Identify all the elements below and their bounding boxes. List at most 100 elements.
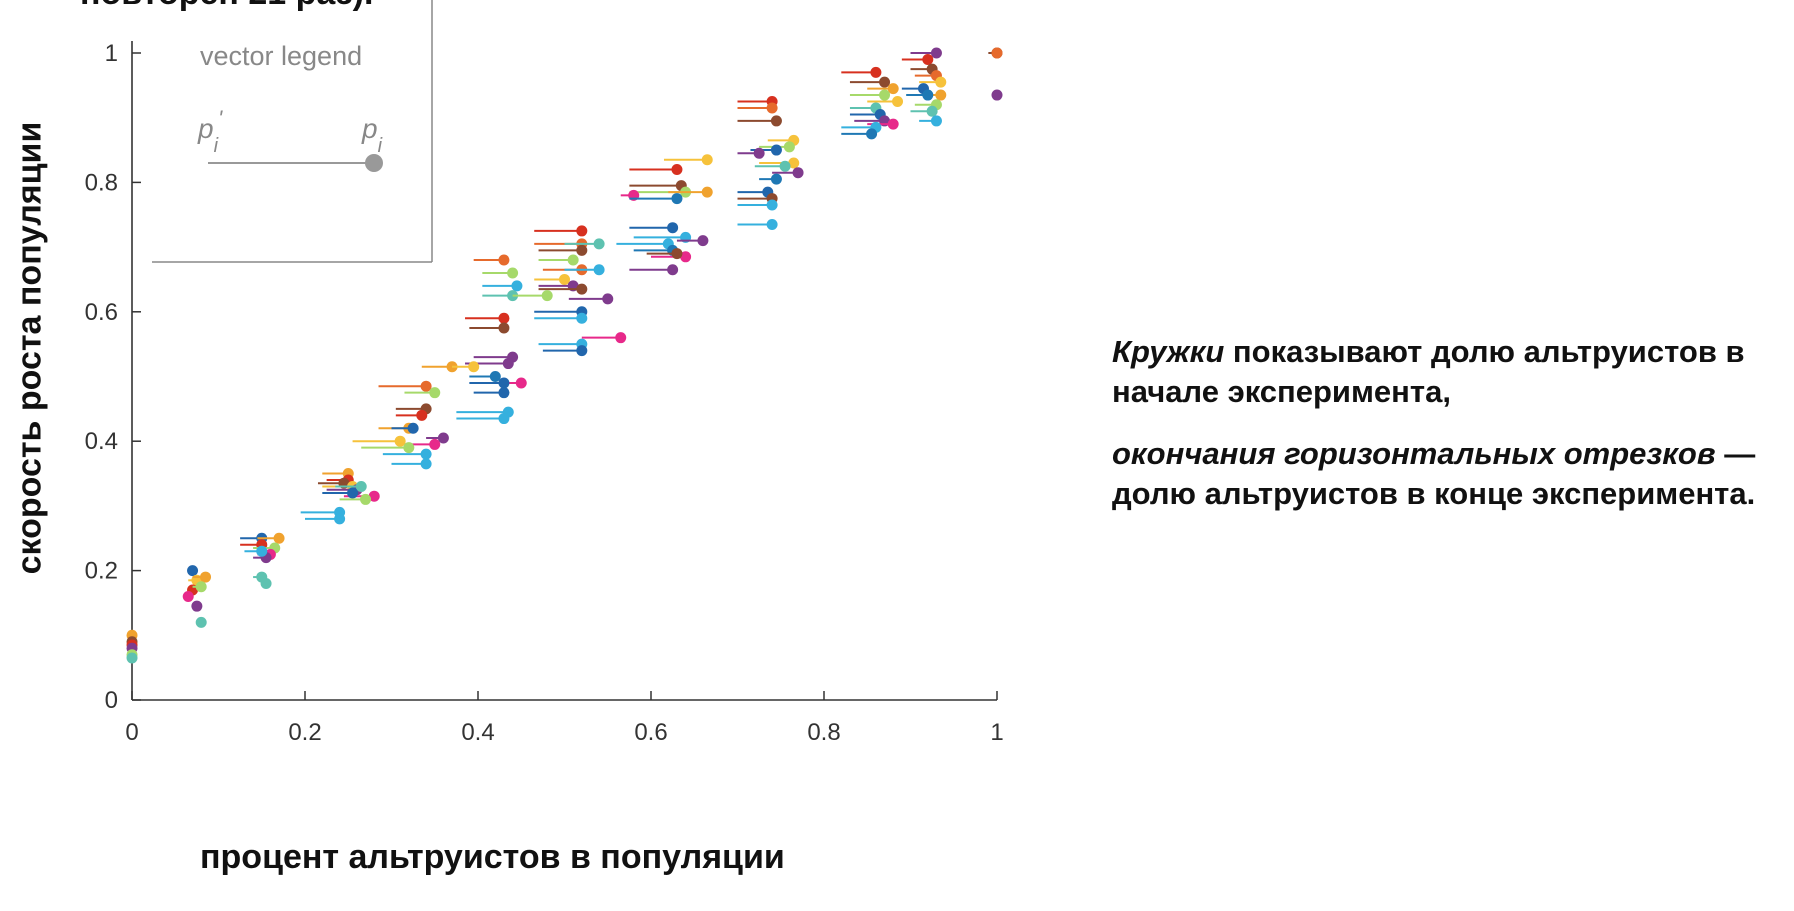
data-point [347, 487, 359, 499]
annotation-1-rest: показывают долю альтруистов в начале экс… [1112, 334, 1745, 409]
data-point [991, 47, 1003, 59]
data-point [200, 571, 212, 583]
data-point [783, 141, 795, 153]
data-point [680, 251, 692, 263]
data-point [126, 652, 138, 664]
y-tick-label: 0.2 [85, 558, 118, 585]
data-point [593, 238, 605, 250]
data-marks [126, 47, 1003, 664]
data-point [394, 435, 406, 447]
legend-start-label: pi ' [197, 106, 223, 157]
data-point [420, 458, 432, 470]
y-tick-label: 0.8 [85, 169, 118, 196]
annotation-1-italic: Кружки [1112, 334, 1225, 369]
data-point [182, 590, 194, 602]
data-point [498, 387, 510, 399]
data-point [926, 105, 938, 117]
data-point [766, 102, 778, 114]
y-tick-label: 0.6 [85, 299, 118, 326]
data-point [922, 89, 934, 101]
legend-start-p: p [197, 113, 214, 144]
data-point [887, 83, 899, 95]
data-point [766, 199, 778, 211]
data-point [701, 186, 713, 198]
y-tick-label: 0 [105, 687, 118, 714]
data-point [935, 76, 947, 88]
scatter-chart: 0 0.2 0.4 0.6 0.8 1 0 0.2 0.4 0.6 0.8 1 vector lege… [85, 0, 1004, 746]
data-point [515, 377, 527, 389]
data-point [576, 312, 588, 324]
data-point [567, 254, 579, 266]
data-point [887, 118, 899, 130]
data-point [576, 225, 588, 237]
data-point [489, 371, 501, 382]
data-point [879, 76, 891, 88]
legend-box [152, 0, 432, 262]
legend-end-label: pi [361, 113, 383, 157]
annotation-text: Кружки показывают долю альтруистов в нач… [1112, 332, 1792, 536]
annotation-2-italic: окончания горизонтальных отрезков [1112, 436, 1716, 471]
data-point [671, 193, 683, 205]
data-point [260, 578, 272, 590]
data-point [892, 96, 904, 108]
data-point [576, 283, 588, 295]
data-point [420, 448, 432, 460]
data-point [420, 380, 432, 392]
data-point [416, 409, 428, 421]
data-point [541, 290, 553, 302]
annotation-paragraph-2: окончания горизонтальных отрезков — долю… [1112, 434, 1792, 514]
y-tick-label: 1 [105, 40, 118, 67]
data-point [792, 167, 804, 179]
legend-end-p: p [361, 113, 378, 144]
data-point [355, 480, 367, 492]
x-tick-label: 0 [125, 719, 138, 746]
data-point [334, 513, 346, 525]
data-point [866, 128, 878, 140]
data-point [576, 244, 588, 256]
data-point [576, 345, 588, 357]
data-point [511, 280, 523, 292]
data-point [930, 47, 942, 59]
data-point [766, 218, 778, 230]
data-point [667, 222, 679, 234]
data-point [498, 312, 510, 324]
legend-end-sub: i [378, 135, 383, 157]
data-point [930, 115, 942, 127]
data-point [191, 600, 203, 612]
x-axis-label: процент альтруистов в популяции [200, 838, 785, 876]
data-point [935, 89, 947, 101]
data-point [273, 532, 285, 544]
data-point [770, 115, 782, 127]
data-point [429, 438, 441, 450]
data-point [753, 147, 765, 159]
legend-start-sub: i [214, 135, 219, 157]
data-point [593, 264, 605, 276]
data-point [437, 432, 449, 444]
ticks: 0 0.2 0.4 0.6 0.8 1 0 0.2 0.4 0.6 0.8 1 [85, 40, 1004, 746]
data-point [788, 157, 800, 169]
data-point [779, 160, 791, 172]
data-point [922, 53, 934, 65]
data-point [671, 248, 683, 260]
data-point [187, 565, 199, 577]
legend-title: vector legend [200, 41, 362, 71]
data-point [502, 358, 514, 370]
annotation-paragraph-1: Кружки показывают долю альтруистов в нач… [1112, 332, 1792, 412]
x-tick-label: 0.6 [634, 719, 667, 746]
data-point [368, 490, 380, 502]
x-tick-label: 1 [990, 719, 1003, 746]
data-point [879, 89, 891, 101]
data-point [697, 235, 709, 247]
annotation-2-rest: — долю альтруистов в конце эксперимента. [1112, 436, 1756, 511]
data-point [256, 545, 268, 557]
data-point [667, 264, 679, 276]
data-point [407, 422, 419, 434]
data-point [770, 173, 782, 185]
x-tick-label: 0.2 [288, 719, 321, 746]
x-tick-label: 0.8 [807, 719, 840, 746]
legend-vector-dot [365, 154, 383, 172]
data-point [498, 322, 510, 334]
data-point [615, 332, 627, 344]
data-point [870, 66, 882, 78]
data-point [429, 387, 441, 399]
